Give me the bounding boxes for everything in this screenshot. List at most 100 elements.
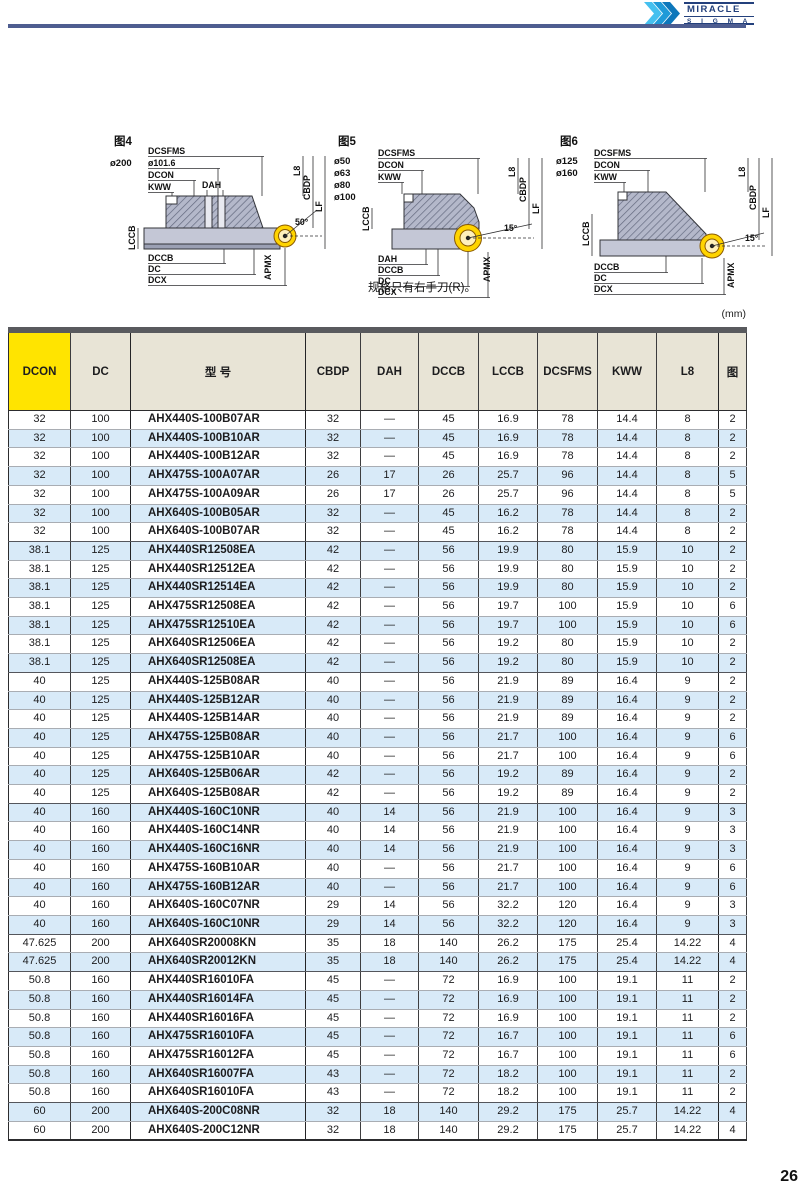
table-cell: 125 <box>70 672 131 692</box>
diameter-label: ø160 <box>556 168 578 179</box>
table-cell: 125 <box>70 765 131 786</box>
table-cell: — <box>360 634 419 655</box>
table-cell: 80 <box>537 634 598 655</box>
table-cell: 32 <box>8 485 71 505</box>
table-cell: — <box>360 597 419 617</box>
table-cell: 10 <box>656 653 719 673</box>
table-cell: 9 <box>656 672 719 692</box>
table-cell: 8 <box>656 522 719 542</box>
table-cell: 21.9 <box>478 840 538 860</box>
table-cell: 2 <box>718 691 747 711</box>
table-cell: 100 <box>537 1083 598 1104</box>
table-cell: 72 <box>418 1065 479 1085</box>
table-cell: 50.8 <box>8 971 71 991</box>
table-cell: 100 <box>537 1065 598 1085</box>
table-cell: 11 <box>656 990 719 1010</box>
table-row: 32 100 AHX440S-100B10AR 32—45 16.9 78 14.4 8 2 <box>8 429 747 449</box>
table-cell: 32 <box>305 1102 361 1122</box>
table-cell: 11 <box>656 1046 719 1066</box>
table-row: 60 200 AHX640S-200C12NR 32 18 140 29.2 175 25.7 1… <box>8 1121 747 1141</box>
table-cell: 16.4 <box>597 784 657 804</box>
table-row: 40 125 AHX640S-125B08AR 42—56 19.2 89 16.4 9 2 <box>8 784 747 804</box>
table-cell: 6 <box>718 878 747 898</box>
table-cell: — <box>360 1046 419 1066</box>
table-row: 40 125 AHX440S-125B14AR 40—56 21.9 89 16.4 9 2 <box>8 709 747 729</box>
table-cell: 160 <box>70 840 131 860</box>
table-cell: 56 <box>418 560 479 580</box>
table-cell: 100 <box>70 466 131 486</box>
table-cell: 72 <box>418 990 479 1010</box>
table-cell: 2 <box>718 709 747 729</box>
column-header: 型 号 <box>130 330 306 411</box>
dim-label: DCX <box>594 284 613 294</box>
table-cell: 32 <box>305 447 361 468</box>
model-cell: AHX475S-125B10AR <box>130 747 306 767</box>
table-cell: 16.9 <box>478 429 538 449</box>
dim-label: DC <box>594 273 607 283</box>
dim-label: DCCB <box>378 265 403 275</box>
model-cell: AHX440SR16010FA <box>130 971 306 991</box>
table-cell: 40 <box>8 709 71 729</box>
table-cell: 25.4 <box>597 934 657 954</box>
table-cell: 160 <box>70 878 131 898</box>
table-cell: 2 <box>718 447 747 468</box>
table-cell: 16.4 <box>597 765 657 786</box>
table-cell: 56 <box>418 578 479 599</box>
table-cell: 125 <box>70 560 131 580</box>
table-row: 38.1 125 AHX440SR12512EA 42—56 19.9 80 15.9 10 2 <box>8 560 747 580</box>
diameter-label: ø63 <box>334 168 350 179</box>
table-cell: 45 <box>418 429 479 449</box>
table-cell: 14 <box>360 840 419 860</box>
table-cell: — <box>360 784 419 804</box>
table-cell: 10 <box>656 616 719 636</box>
table-cell: 16.4 <box>597 803 657 823</box>
table-cell: 38.1 <box>8 578 71 599</box>
dim-label: LF <box>314 201 324 212</box>
dim-label: LCCB <box>127 226 137 250</box>
table-cell: 19.7 <box>478 597 538 617</box>
table-cell: 56 <box>418 784 479 804</box>
model-cell: AHX475SR16010FA <box>130 1027 306 1047</box>
dim-label: CBDP <box>748 185 758 210</box>
table-cell: 16.4 <box>597 840 657 860</box>
table-cell: 15.9 <box>597 597 657 617</box>
table-row: 40 160 AHX440S-160C10NR 40 14 56 21.9 100 16.4 9 3 <box>8 803 747 823</box>
table-cell: 16.7 <box>478 1046 538 1066</box>
table-cell: — <box>360 541 419 561</box>
table-cell: — <box>360 878 419 898</box>
table-cell: 16.4 <box>597 878 657 898</box>
table-cell: 56 <box>418 840 479 860</box>
model-cell: AHX440S-125B08AR <box>130 672 306 692</box>
table-cell: 100 <box>70 504 131 524</box>
table-cell: 50.8 <box>8 1046 71 1066</box>
table-cell: 18 <box>360 1121 419 1141</box>
table-cell: 40 <box>8 691 71 711</box>
table-cell: 2 <box>718 541 747 561</box>
table-cell: 9 <box>656 709 719 729</box>
column-header: DCON <box>8 330 71 411</box>
table-cell: 6 <box>718 1046 747 1066</box>
model-cell: AHX640S-160C07NR <box>130 896 306 916</box>
table-cell: 19.1 <box>597 1083 657 1104</box>
table-cell: 80 <box>537 578 598 599</box>
table-cell: 19.9 <box>478 560 538 580</box>
table-cell: 26 <box>418 485 479 505</box>
figure-5-note: 规格只有右手刀(R)。 <box>368 282 476 294</box>
table-cell: 38.1 <box>8 560 71 580</box>
table-cell: 19.7 <box>478 616 538 636</box>
table-cell: 125 <box>70 653 131 673</box>
table-cell: 26.2 <box>478 934 538 954</box>
table-row: 40 125 AHX475S-125B08AR 40—56 21.7 100 16.4 9 6 <box>8 728 747 748</box>
table-cell: — <box>360 410 419 430</box>
table-cell: 40 <box>8 728 71 748</box>
table-cell: — <box>360 653 419 673</box>
table-cell: 38.1 <box>8 634 71 655</box>
column-header: DCSFMS <box>537 330 598 411</box>
table-cell: 100 <box>70 429 131 449</box>
table-cell: 56 <box>418 878 479 898</box>
model-cell: AHX475S-160B10AR <box>130 859 306 879</box>
model-cell: AHX640SR12506EA <box>130 634 306 655</box>
dim-label: APMX <box>482 256 492 282</box>
table-cell: 2 <box>718 560 747 580</box>
table-cell: 14.4 <box>597 522 657 542</box>
